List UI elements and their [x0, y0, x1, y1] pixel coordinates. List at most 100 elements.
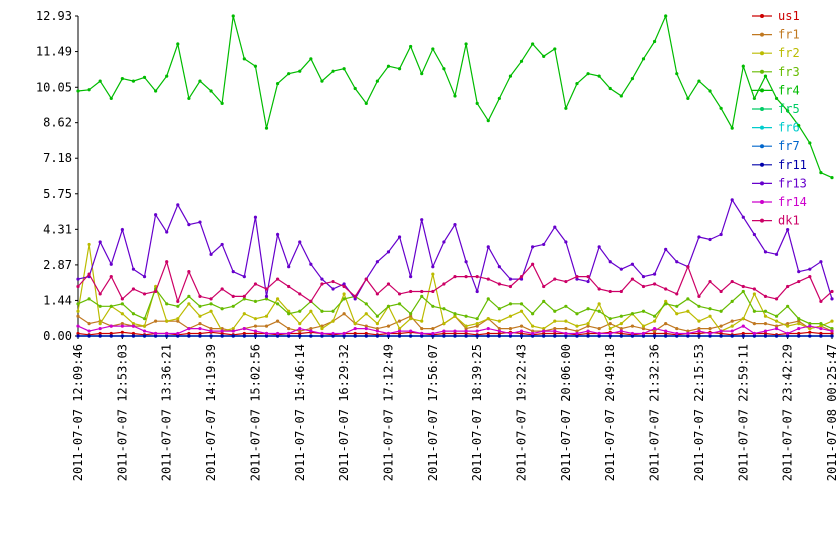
data-point [409, 334, 413, 338]
data-point [497, 265, 501, 269]
data-point [397, 334, 402, 338]
data-point [641, 326, 646, 331]
data-point [741, 317, 745, 321]
data-point [209, 252, 213, 256]
legend-marker [760, 125, 764, 130]
data-point [431, 304, 435, 308]
data-point [708, 314, 712, 318]
data-point [220, 329, 224, 333]
data-point [586, 275, 590, 279]
data-point [98, 304, 102, 308]
data-point [120, 322, 124, 326]
data-point [564, 326, 568, 331]
data-point [331, 319, 335, 323]
data-point [176, 304, 180, 308]
data-point [786, 227, 790, 232]
data-point [464, 314, 468, 318]
data-point [397, 235, 402, 239]
data-point [298, 69, 302, 73]
data-point [786, 284, 790, 289]
data-point [264, 294, 269, 299]
data-point [420, 289, 424, 294]
data-point [808, 141, 812, 145]
data-point [275, 302, 280, 306]
data-point [320, 331, 324, 336]
x-tick-label: 2011-07-07 20:06:00 [559, 344, 573, 481]
data-point [298, 322, 302, 326]
data-point [575, 334, 579, 338]
data-point [242, 326, 246, 331]
data-point [486, 277, 490, 281]
data-point [420, 72, 424, 76]
legend-marker [760, 69, 764, 74]
data-point [608, 326, 612, 331]
data-point [87, 334, 91, 338]
data-point [486, 297, 490, 301]
data-point [154, 289, 158, 294]
data-point [508, 277, 513, 281]
data-point [497, 334, 501, 338]
data-point [531, 334, 535, 338]
data-point [320, 334, 324, 338]
data-point [120, 302, 124, 306]
data-point [519, 331, 524, 336]
data-point [819, 324, 823, 328]
data-point [808, 334, 812, 338]
data-point [675, 304, 679, 308]
data-point [342, 331, 346, 336]
data-point [619, 326, 623, 331]
x-tick-label: 2011-07-07 17:12:49 [381, 344, 395, 481]
data-point [597, 287, 601, 291]
x-tick-label: 2011-07-07 22:59:11 [736, 344, 750, 481]
data-point [298, 240, 302, 244]
data-point [109, 275, 113, 279]
data-point [120, 312, 124, 316]
data-point [619, 329, 623, 333]
data-point [409, 44, 413, 49]
data-point [763, 294, 768, 299]
data-point [120, 334, 124, 338]
data-point [542, 242, 546, 247]
data-point [154, 331, 158, 336]
data-point [630, 324, 635, 328]
data-point [508, 314, 513, 318]
data-point [719, 324, 723, 328]
data-point [453, 275, 457, 279]
data-point [542, 329, 546, 333]
data-point [730, 319, 734, 323]
data-point [652, 319, 657, 323]
data-point [109, 262, 113, 266]
data-point [664, 247, 668, 251]
data-point [597, 74, 601, 78]
data-point [797, 317, 801, 321]
data-point [464, 334, 468, 338]
data-point [763, 309, 768, 313]
legend-marker [760, 181, 764, 186]
y-tick-label: 11.49 [36, 45, 72, 59]
data-point [287, 309, 291, 313]
data-point [98, 240, 102, 244]
data-point [264, 334, 269, 338]
data-point [652, 326, 657, 331]
data-point [264, 324, 269, 328]
data-point [220, 287, 224, 291]
series-line [77, 244, 833, 332]
data-point [131, 324, 136, 328]
data-point [475, 317, 479, 321]
data-point [519, 309, 524, 313]
data-point [797, 319, 801, 323]
data-point [309, 326, 313, 331]
data-point [298, 326, 302, 331]
data-point [264, 314, 269, 318]
data-point [808, 322, 812, 326]
data-point [165, 230, 169, 234]
data-point [774, 334, 779, 338]
data-point [575, 81, 579, 86]
data-point [741, 334, 745, 338]
data-point [298, 329, 302, 333]
data-point [508, 334, 513, 338]
legend-marker [760, 200, 764, 204]
data-point [353, 294, 357, 299]
data-point [752, 322, 756, 326]
data-point [287, 326, 291, 331]
